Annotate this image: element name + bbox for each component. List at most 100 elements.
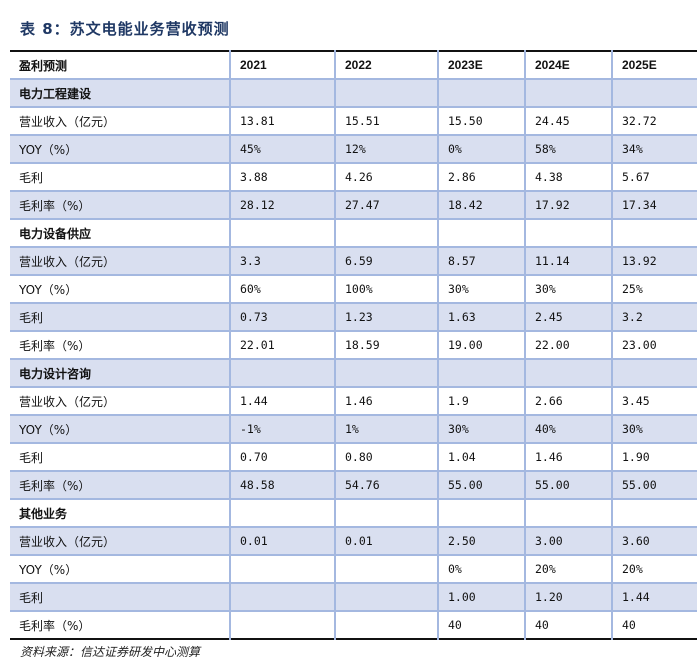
value-cell: 2.66 <box>524 386 613 416</box>
row-label: 营业收入（亿元） <box>10 526 231 556</box>
value-cell: 3.88 <box>229 162 336 192</box>
row-label: 毛利率（%） <box>10 190 231 220</box>
value-cell: 8.57 <box>437 246 526 276</box>
value-cell: 30% <box>437 274 526 304</box>
value-cell <box>611 358 697 388</box>
value-cell: 0% <box>437 134 526 164</box>
value-cell <box>524 358 613 388</box>
table-row: 营业收入（亿元） 0.01 0.01 2.50 3.00 3.60 <box>10 526 697 556</box>
value-cell: 100% <box>334 274 439 304</box>
table-row: 毛利率（%） 22.01 18.59 19.00 22.00 23.00 <box>10 330 697 360</box>
value-cell <box>437 358 526 388</box>
value-cell: 1.44 <box>229 386 336 416</box>
table-row: 营业收入（亿元） 3.3 6.59 8.57 11.14 13.92 <box>10 246 697 276</box>
value-cell <box>334 610 439 639</box>
value-cell: 1.90 <box>611 442 697 472</box>
value-cell: 34% <box>611 134 697 164</box>
table-row: 营业收入（亿元） 13.81 15.51 15.50 24.45 32.72 <box>10 106 697 136</box>
table-row: 毛利 3.88 4.26 2.86 4.38 5.67 <box>10 162 697 192</box>
header-cell: 2023E <box>437 51 526 80</box>
value-cell <box>229 218 336 248</box>
value-cell: 27.47 <box>334 190 439 220</box>
value-cell: 15.51 <box>334 106 439 136</box>
value-cell: 6.59 <box>334 246 439 276</box>
value-cell: 11.14 <box>524 246 613 276</box>
header-cell: 2021 <box>229 51 336 80</box>
table-row: 毛利 0.73 1.23 1.63 2.45 3.2 <box>10 302 697 332</box>
value-cell: 2.86 <box>437 162 526 192</box>
value-cell: 20% <box>611 554 697 584</box>
row-label: YOY（%） <box>10 274 231 304</box>
forecast-table: 盈利预测 2021 2022 2023E 2024E 2025E 电力工程建设营… <box>10 50 697 640</box>
row-label: 营业收入（亿元） <box>10 386 231 416</box>
value-cell: 12% <box>334 134 439 164</box>
value-cell: 19.00 <box>437 330 526 360</box>
table-row: 毛利率（%） 28.12 27.47 18.42 17.92 17.34 <box>10 190 697 220</box>
row-label: 毛利率（%） <box>10 610 231 639</box>
value-cell <box>229 498 336 528</box>
value-cell: 28.12 <box>229 190 336 220</box>
value-cell: 1.00 <box>437 582 526 612</box>
section-row: 其他业务 <box>10 498 697 528</box>
value-cell <box>524 498 613 528</box>
value-cell: 3.3 <box>229 246 336 276</box>
value-cell: 60% <box>229 274 336 304</box>
value-cell: 1.46 <box>524 442 613 472</box>
value-cell: 25% <box>611 274 697 304</box>
table-row: YOY（%） 45% 12% 0% 58% 34% <box>10 134 697 164</box>
row-label: 毛利 <box>10 162 231 192</box>
value-cell: 3.00 <box>524 526 613 556</box>
value-cell: 4.26 <box>334 162 439 192</box>
row-label: YOY（%） <box>10 134 231 164</box>
table-row: 毛利率（%） 40 40 40 <box>10 610 697 639</box>
value-cell: 32.72 <box>611 106 697 136</box>
table-row: YOY（%） 0% 20% 20% <box>10 554 697 584</box>
row-label: 营业收入（亿元） <box>10 246 231 276</box>
value-cell <box>334 78 439 108</box>
table-row: 毛利 0.70 0.80 1.04 1.46 1.90 <box>10 442 697 472</box>
value-cell <box>524 78 613 108</box>
value-cell: 0% <box>437 554 526 584</box>
header-cell: 2024E <box>524 51 613 80</box>
value-cell: 17.34 <box>611 190 697 220</box>
value-cell: 1.20 <box>524 582 613 612</box>
value-cell: 30% <box>524 274 613 304</box>
value-cell: 40% <box>524 414 613 444</box>
section-row: 电力设备供应 <box>10 218 697 248</box>
row-label: 毛利 <box>10 302 231 332</box>
value-cell: 0.73 <box>229 302 336 332</box>
source-note: 资料来源：信达证券研发中心测算 <box>20 645 201 659</box>
value-cell: 40 <box>437 610 526 639</box>
value-cell: 1.44 <box>611 582 697 612</box>
table-title: 表 8：苏文电能业务营收预测 <box>20 20 230 38</box>
value-cell: 23.00 <box>611 330 697 360</box>
value-cell: -1% <box>229 414 336 444</box>
value-cell: 3.2 <box>611 302 697 332</box>
value-cell: 2.45 <box>524 302 613 332</box>
header-cell: 2025E <box>611 51 697 80</box>
value-cell: 30% <box>437 414 526 444</box>
value-cell: 20% <box>524 554 613 584</box>
value-cell: 1.23 <box>334 302 439 332</box>
value-cell: 17.92 <box>524 190 613 220</box>
row-label: 毛利 <box>10 582 231 612</box>
value-cell: 18.42 <box>437 190 526 220</box>
row-label: 毛利率（%） <box>10 470 231 500</box>
value-cell: 0.01 <box>229 526 336 556</box>
value-cell <box>334 218 439 248</box>
value-cell <box>437 218 526 248</box>
value-cell: 13.81 <box>229 106 336 136</box>
value-cell: 0.01 <box>334 526 439 556</box>
section-row: 电力工程建设 <box>10 78 697 108</box>
value-cell <box>437 498 526 528</box>
value-cell: 24.45 <box>524 106 613 136</box>
value-cell <box>334 358 439 388</box>
value-cell <box>229 554 336 584</box>
value-cell: 1.9 <box>437 386 526 416</box>
row-label: YOY（%） <box>10 414 231 444</box>
value-cell: 15.50 <box>437 106 526 136</box>
value-cell: 0.80 <box>334 442 439 472</box>
value-cell <box>611 498 697 528</box>
row-label: 电力设计咨询 <box>10 358 231 388</box>
value-cell: 1.63 <box>437 302 526 332</box>
